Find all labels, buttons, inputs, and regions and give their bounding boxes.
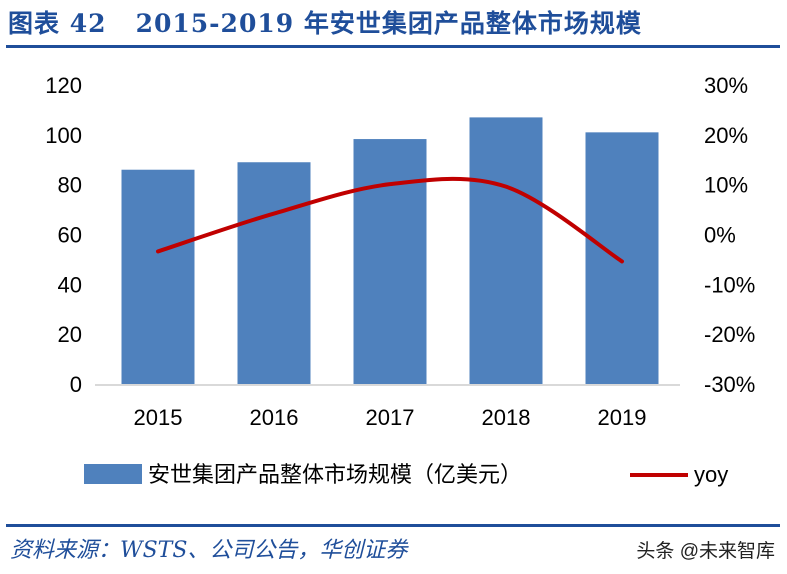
right-tick-label: 30%	[704, 73, 748, 98]
right-tick-label: -20%	[704, 322, 755, 347]
left-tick-label: 80	[58, 173, 82, 198]
left-tick-label: 20	[58, 322, 82, 347]
x-tick-label: 2019	[598, 405, 647, 430]
footer-divider	[6, 524, 780, 527]
bar-2018	[469, 117, 543, 385]
watermark: 头条 @未来智库	[636, 541, 775, 562]
legend-bar-swatch	[84, 464, 142, 484]
right-tick-label: 0%	[704, 223, 736, 248]
left-tick-label: 0	[70, 372, 82, 397]
bar-2019	[585, 132, 659, 384]
left-tick-label: 60	[58, 223, 82, 248]
bar-2015	[121, 169, 195, 384]
bar-2016	[237, 162, 311, 384]
title-divider	[6, 45, 780, 48]
left-tick-label: 120	[45, 73, 82, 98]
chart-title: 图表 42 2015-2019 年安世集团产品整体市场规模	[8, 9, 642, 38]
x-tick-label: 2015	[134, 405, 183, 430]
legend-bar-label: 安世集团产品整体市场规模（亿美元）	[148, 462, 522, 487]
left-tick-label: 40	[58, 272, 82, 297]
x-tick-label: 2018	[482, 405, 531, 430]
right-tick-label: -10%	[704, 272, 755, 297]
source-note: 资料来源：WSTS、公司公告，华创证券	[10, 538, 408, 563]
bar-2017	[353, 139, 427, 384]
legend-line-label: yoy	[694, 462, 728, 487]
left-tick-label: 100	[45, 123, 82, 148]
right-tick-label: -30%	[704, 372, 755, 397]
right-tick-label: 10%	[704, 173, 748, 198]
x-tick-label: 2016	[250, 405, 299, 430]
right-tick-label: 20%	[704, 123, 748, 148]
x-tick-label: 2017	[366, 405, 415, 430]
